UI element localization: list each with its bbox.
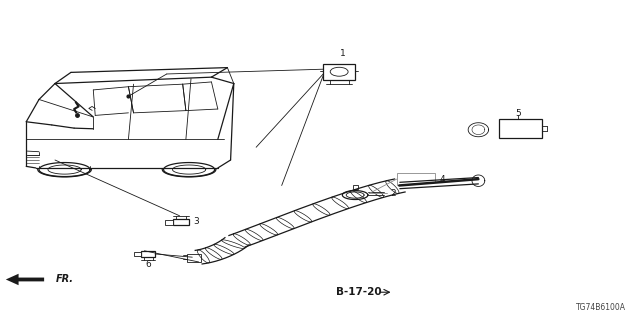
Bar [173, 219, 189, 225]
Circle shape [330, 67, 348, 76]
Bar [499, 119, 542, 138]
Bar [141, 251, 156, 257]
Bar [353, 186, 358, 189]
Text: 5: 5 [515, 109, 521, 118]
Text: 2: 2 [390, 189, 396, 198]
Text: TG74B6100A: TG74B6100A [576, 303, 626, 312]
Text: 1: 1 [339, 49, 345, 59]
Text: 3: 3 [193, 217, 199, 226]
Bar [323, 64, 355, 80]
Bar [187, 254, 201, 262]
Polygon shape [6, 274, 44, 285]
Bar [400, 182, 479, 189]
Ellipse shape [472, 125, 484, 134]
Bar [134, 252, 141, 256]
Bar [166, 220, 173, 225]
Text: B-17-20: B-17-20 [335, 287, 381, 297]
Text: FR.: FR. [56, 275, 74, 284]
Bar [397, 173, 435, 186]
Text: 4: 4 [440, 175, 445, 184]
Text: 6: 6 [145, 260, 151, 269]
